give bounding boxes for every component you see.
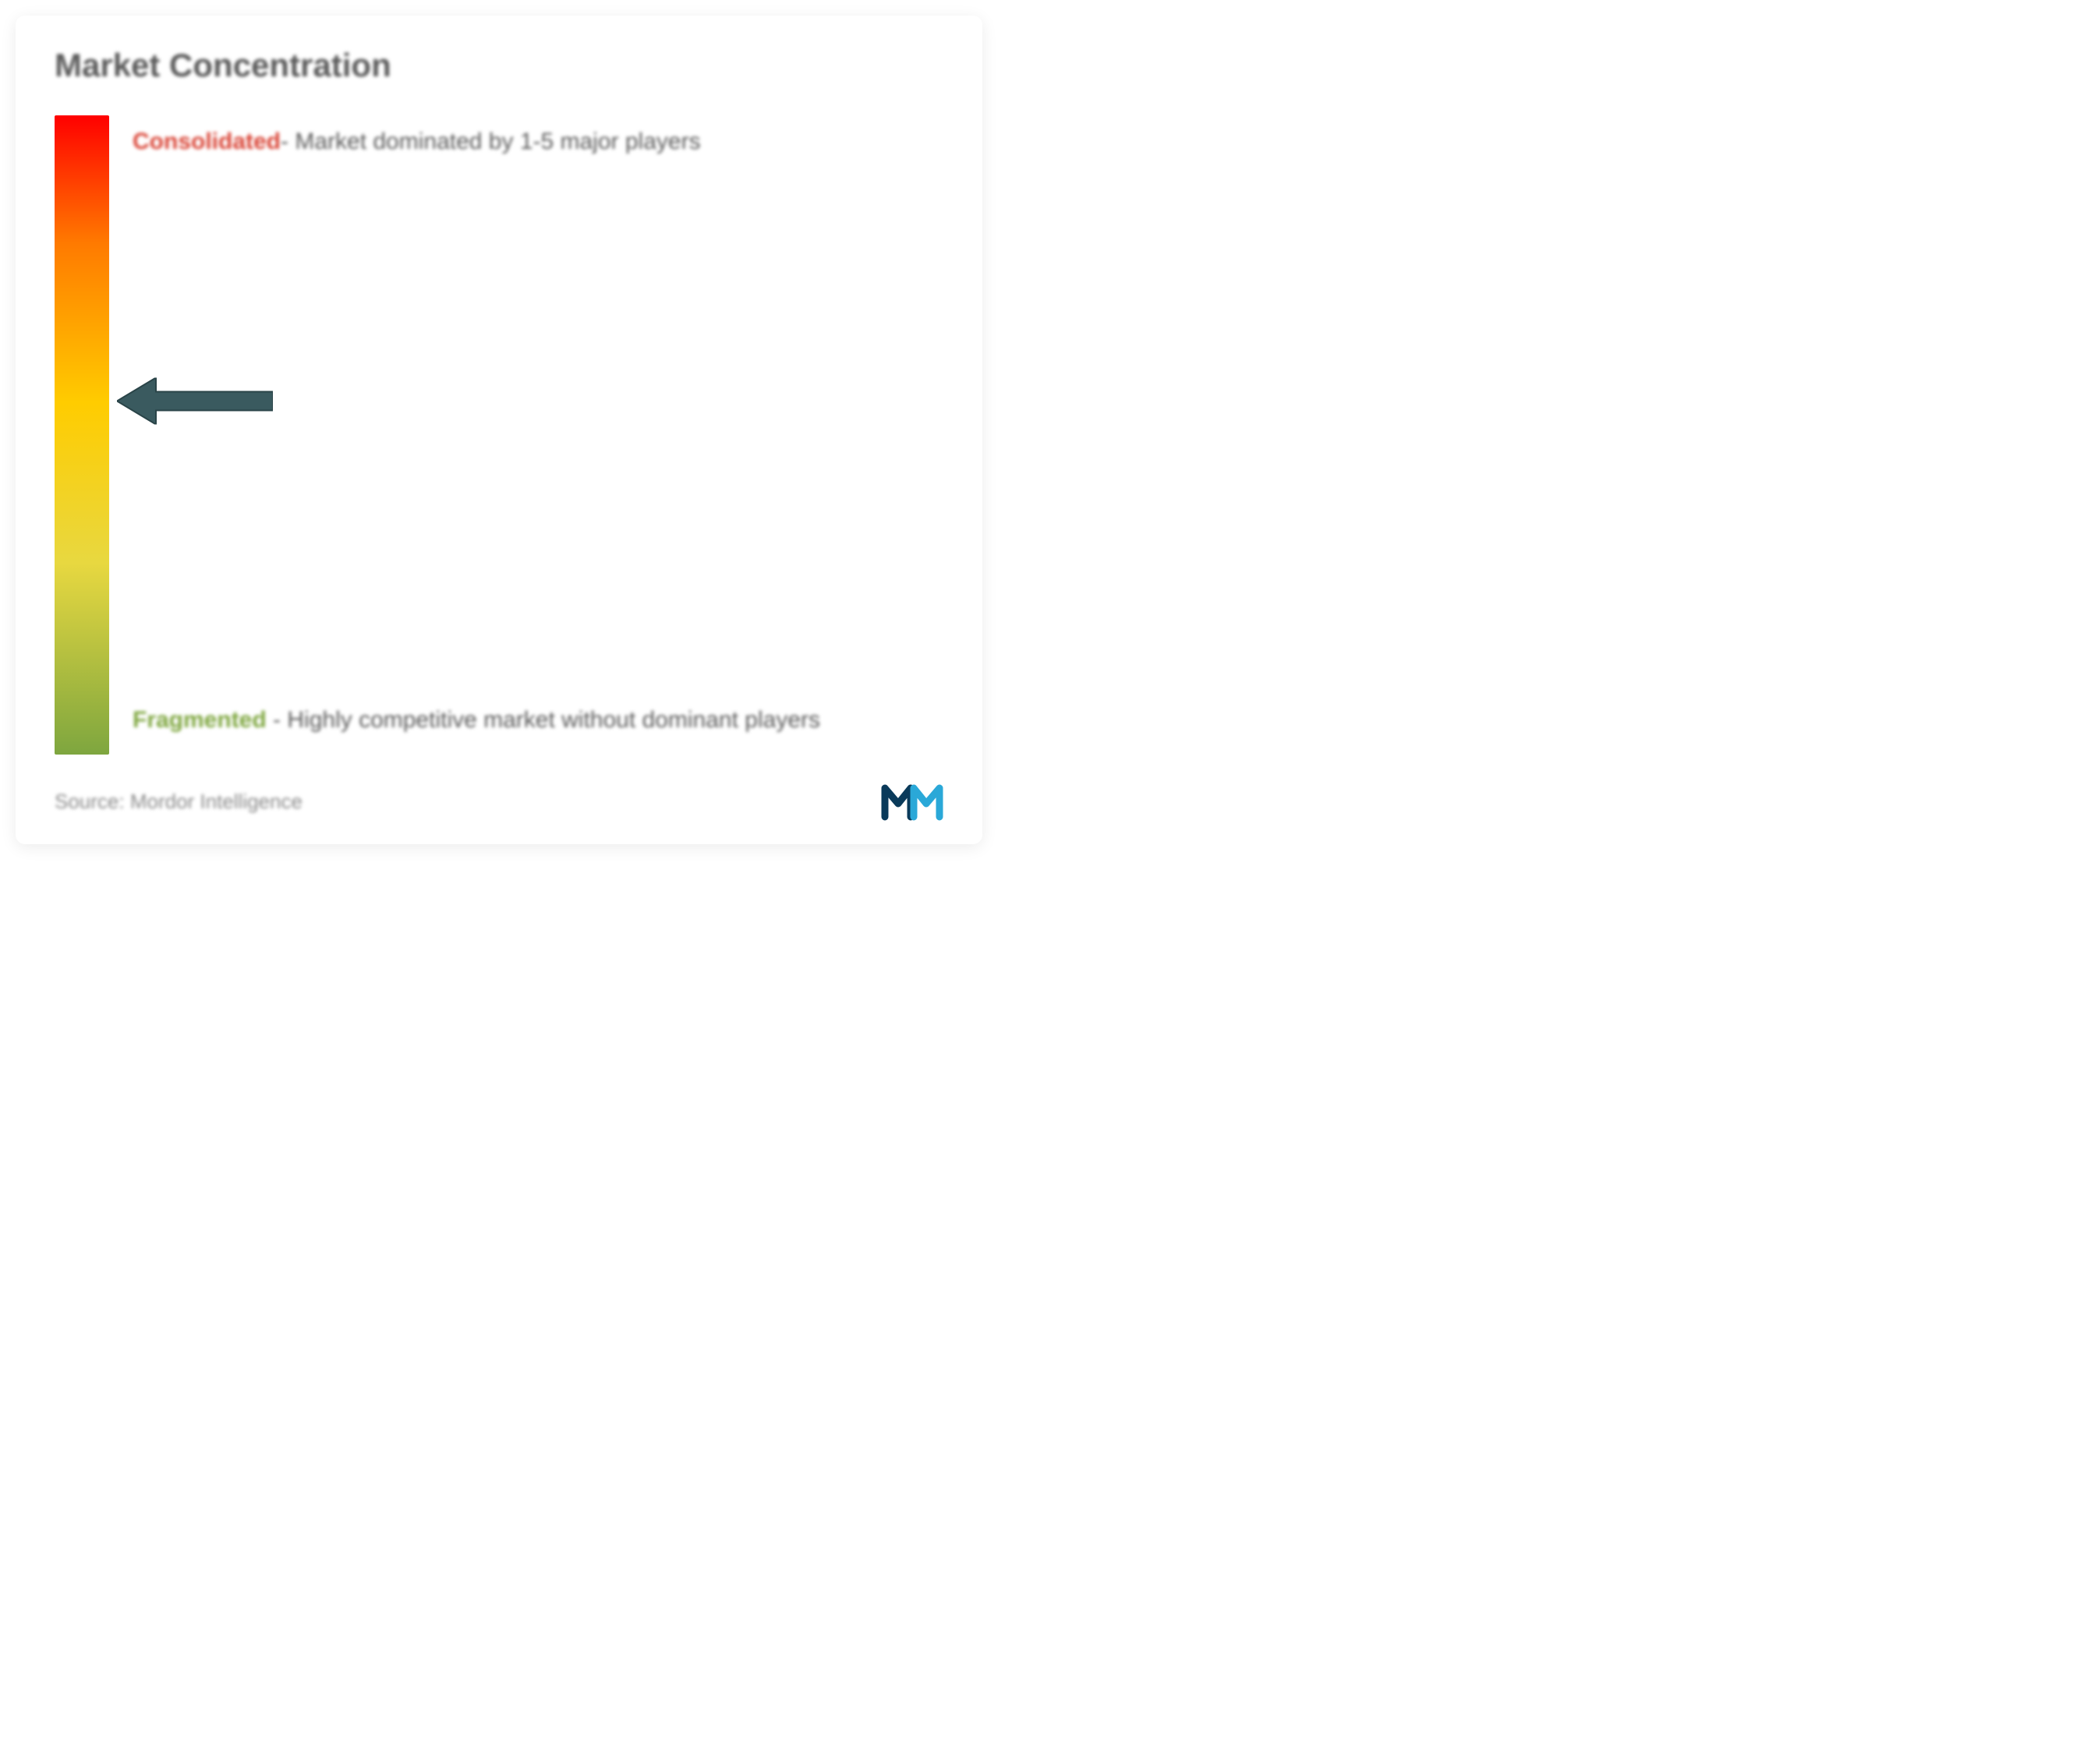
indicator-arrow bbox=[117, 378, 273, 429]
fragmented-label: Fragmented bbox=[133, 707, 267, 733]
card-title: Market Concentration bbox=[55, 47, 943, 84]
content-row: Consolidated- Market dominated by 1-5 ma… bbox=[55, 115, 943, 755]
concentration-gradient-bar bbox=[55, 115, 109, 755]
logo-icon bbox=[881, 782, 943, 821]
card-footer: Source: Mordor Intelligence bbox=[55, 782, 943, 821]
consolidated-description: Consolidated- Market dominated by 1-5 ma… bbox=[133, 123, 943, 161]
market-concentration-card: Market Concentration Consolidated- Marke… bbox=[16, 16, 982, 844]
fragmented-text: - Highly competitive market without domi… bbox=[267, 707, 820, 733]
descriptions-column: Consolidated- Market dominated by 1-5 ma… bbox=[133, 115, 943, 755]
consolidated-label: Consolidated bbox=[133, 129, 281, 154]
source-text: Source: Mordor Intelligence bbox=[55, 790, 303, 814]
fragmented-description: Fragmented - Highly competitive market w… bbox=[133, 702, 943, 739]
consolidated-text: - Market dominated by 1-5 major players bbox=[281, 129, 701, 154]
mordor-logo bbox=[881, 782, 943, 821]
arrow-left-icon bbox=[117, 378, 273, 425]
